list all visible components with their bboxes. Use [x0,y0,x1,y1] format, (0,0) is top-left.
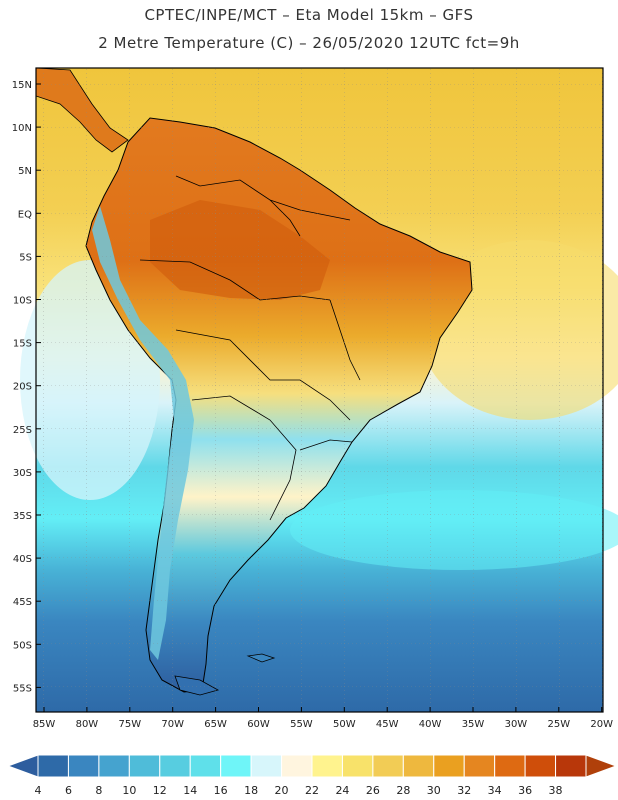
colorbar-label: 18 [244,784,258,797]
lat-label: 15N [12,80,32,91]
graticule [36,68,603,712]
colorbar-swatch [67,754,100,778]
colorbar-swatch [341,754,374,778]
lon-label: 20W [590,719,613,730]
colorbar-swatch [98,754,130,778]
colorbar-label: 38 [549,784,563,797]
lon-label: 85W [33,719,56,730]
lat-label: 5S [19,252,32,263]
colorbar-label: 12 [153,784,167,797]
colorbar-label: 10 [122,784,136,797]
colorbar-swatch [37,754,69,778]
map-title: CPTEC/INPE/MCT – Eta Model 15km – GFS [144,6,474,24]
lat-label: EQ [18,209,32,220]
map-subtitle: 2 Metre Temperature (C) – 26/05/2020 12U… [98,34,520,52]
colorbar-label: 14 [183,784,197,797]
colorbar-swatch [372,754,404,778]
colorbar-swatch [159,754,191,778]
colorbar-swatch [494,754,526,778]
lat-label: 5N [18,166,32,177]
lon-label: 35W [462,719,485,730]
lat-label: 10N [12,123,32,134]
colorbar-label: 6 [65,784,72,797]
colorbar-high-arrow [585,754,618,778]
colorbar-swatch [128,754,161,778]
colorbar-swatch [281,754,313,778]
colorbar-swatch [433,754,465,778]
colorbar-label: 24 [335,784,349,797]
lon-label: 80W [76,719,99,730]
lon-label: 75W [118,719,141,730]
colorbar-swatch [189,754,222,778]
colorbar-swatch [220,754,252,778]
lat-label: 40S [13,554,32,565]
colorbar-swatch [250,754,283,778]
lat-label: 55S [13,683,32,694]
lat-label: 20S [13,382,32,393]
lon-label: 60W [247,719,270,730]
lon-label: 65W [204,719,227,730]
map-frame [35,67,604,713]
colorbar-label: 32 [457,784,471,797]
lon-label: 30W [505,719,528,730]
colorbar-label: 16 [214,784,228,797]
lat-label: 30S [13,468,32,479]
colorbar-label: 36 [518,784,532,797]
lon-label: 70W [161,719,184,730]
colorbar-label: 8 [95,784,102,797]
lon-label: 55W [290,719,313,730]
colorbar-swatch [402,754,435,778]
lat-label: 50S [13,640,32,651]
colorbar-swatch [555,754,587,778]
colorbar-swatch [311,754,343,778]
colorbar-label: 4 [35,784,42,797]
colorbar-label: 28 [396,784,410,797]
longitude-axis: 85W 80W 75W 70W 65W 60W 55W 50W 45W 40W 35W 30W 25W 2… [33,707,613,730]
lon-label: 50W [333,719,356,730]
latitude-axis: 15N 10N 5N EQ 5S 10S 15S 20S 25S 30S 35S 40S 45S 50S 5… [12,80,41,694]
colorbar-label: 26 [366,784,380,797]
colorbar-label: 30 [427,784,441,797]
temperature-colorbar: 4 6 8 10 12 14 16 18 20 22 24 26 28 30 32 34 36 38 [6,754,618,797]
colorbar-label: 22 [305,784,319,797]
lat-label: 10S [13,296,32,307]
lon-label: 45W [376,719,399,730]
colorbar-low-arrow [6,754,39,778]
colorbar-swatch [524,754,557,778]
colorbar-swatch [463,754,496,778]
lat-label: 15S [13,339,32,350]
lat-label: 35S [13,511,32,522]
lon-label: 25W [547,719,570,730]
colorbar-label: 20 [275,784,289,797]
lat-label: 25S [13,425,32,436]
colorbar-label: 34 [488,784,502,797]
lat-label: 45S [13,597,32,608]
lon-label: 40W [419,719,442,730]
